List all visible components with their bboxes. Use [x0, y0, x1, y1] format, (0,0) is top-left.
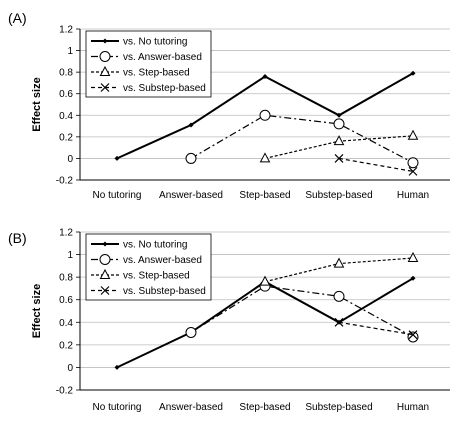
data-point	[336, 112, 342, 118]
legend-label: vs. Substep-based	[123, 286, 206, 297]
legend-marker	[99, 254, 111, 265]
series-3	[259, 251, 419, 286]
x-category-label: Answer-based	[159, 402, 223, 413]
data-point	[407, 129, 419, 140]
x-category-label: Step-based	[239, 402, 290, 413]
panel-label: (B)	[8, 230, 27, 246]
y-tick-label: 0	[67, 154, 73, 165]
series-4	[334, 154, 418, 176]
y-tick-label: 0.8	[59, 273, 73, 284]
y-tick-label: 0.4	[59, 318, 73, 329]
data-point	[334, 154, 344, 163]
legend-label: vs. No tutoring	[123, 37, 187, 48]
legend-marker	[99, 268, 111, 279]
data-point	[407, 331, 419, 343]
legend-label: vs. Step-based	[123, 68, 190, 79]
chart-panel-2: (B) 1.2 1 0.8 0.6 0.4 0.2 0 -0.2 Effect size No tu…	[8, 228, 450, 413]
series-line	[190, 114, 414, 164]
data-point	[185, 326, 197, 338]
series-line	[190, 285, 414, 338]
y-tick-label: 0.2	[59, 340, 73, 351]
data-point	[410, 275, 416, 281]
data-point	[114, 364, 120, 370]
data-point	[334, 317, 344, 327]
legend-marker	[100, 286, 110, 295]
y-tick-label: 1.2	[59, 228, 73, 239]
data-point	[407, 157, 419, 169]
y-tick-label: 1	[67, 46, 73, 57]
data-point	[407, 251, 419, 262]
data-point	[114, 155, 120, 161]
data-point	[188, 122, 194, 128]
y-axis-label: Effect size	[31, 284, 43, 338]
y-axis-label: Effect size	[31, 77, 43, 131]
data-point	[259, 152, 271, 163]
legend-label: vs. Answer-based	[123, 52, 202, 63]
data-point	[185, 152, 197, 164]
data-point	[262, 73, 268, 79]
data-point	[259, 109, 271, 121]
legend-marker	[99, 65, 111, 76]
x-category-label: Substep-based	[305, 190, 372, 201]
panel-label: (A)	[8, 10, 27, 26]
series-3	[259, 129, 419, 163]
x-category-label: Step-based	[239, 190, 290, 201]
x-category-label: No tutoring	[93, 402, 142, 413]
series-1	[114, 70, 416, 161]
chart-panel-1: (A) 1.2 1 0.8 0.6 0.4 0.2 0 -0.2 Effect size No tu…	[8, 10, 450, 201]
x-category-label: Human	[397, 402, 429, 413]
y-tick-label: -0.2	[56, 386, 74, 397]
y-tick-label: 1.2	[59, 25, 73, 36]
legend: vs. No tutoring vs. Answer-based vs. Step-…	[85, 30, 212, 98]
data-point	[410, 70, 416, 76]
legend-marker	[102, 38, 108, 44]
y-tick-label: 0.2	[59, 132, 73, 143]
x-category-label: No tutoring	[93, 190, 142, 201]
y-tick-label: 0.4	[59, 111, 73, 122]
data-point	[259, 275, 271, 286]
legend-label: vs. Answer-based	[123, 255, 202, 266]
series-line	[338, 321, 414, 336]
y-tick-label: 0	[67, 363, 73, 374]
legend: vs. No tutoring vs. Answer-based vs. Step-…	[85, 233, 212, 301]
data-point	[408, 330, 418, 340]
y-tick-label: -0.2	[56, 176, 74, 187]
data-point	[408, 166, 418, 176]
data-point	[333, 290, 345, 302]
y-tick-label: 0.8	[59, 68, 73, 79]
x-category-label: Human	[397, 190, 429, 201]
data-point	[333, 257, 345, 268]
legend-label: vs. Step-based	[123, 271, 190, 282]
data-point	[333, 118, 345, 130]
x-category-label: Substep-based	[305, 402, 372, 413]
legend-label: vs. Substep-based	[123, 83, 206, 94]
x-category-label: Answer-based	[159, 190, 223, 201]
series-2	[185, 109, 419, 169]
series-4	[334, 317, 418, 340]
data-point	[333, 135, 345, 146]
y-tick-label: 0.6	[59, 89, 73, 100]
series-2	[185, 280, 419, 343]
legend-marker	[100, 83, 110, 92]
legend-label: vs. No tutoring	[123, 240, 187, 251]
legend-marker	[99, 51, 111, 62]
y-tick-label: 1	[67, 250, 73, 261]
series-line	[338, 157, 414, 172]
legend-marker	[102, 241, 108, 247]
y-tick-label: 0.6	[59, 295, 73, 306]
